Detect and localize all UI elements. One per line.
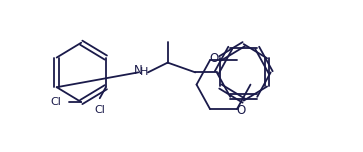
Text: O: O — [237, 104, 246, 117]
Text: Cl: Cl — [51, 97, 62, 107]
Text: O: O — [209, 52, 219, 65]
Text: Cl: Cl — [94, 105, 105, 116]
Text: N: N — [134, 64, 143, 77]
Text: H: H — [140, 67, 149, 77]
